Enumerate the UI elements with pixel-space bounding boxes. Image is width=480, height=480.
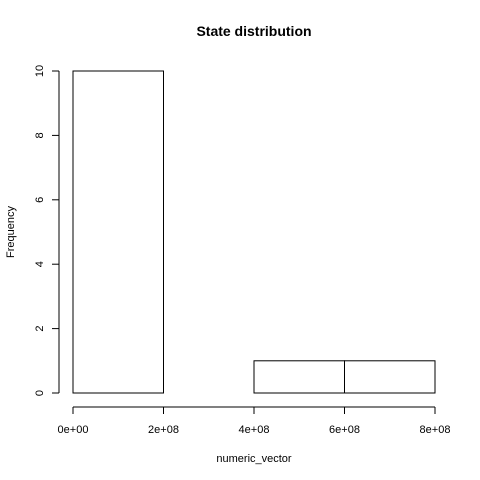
bars-group	[72, 70, 436, 394]
y-axis: 0 2 4 6 8 10	[34, 65, 60, 396]
y-axis-title: Frequency	[5, 206, 17, 258]
x-axis: 0e+00 2e+08 4e+08 6e+08 8e+08	[58, 406, 451, 436]
y-tick-label-4: 8	[34, 132, 46, 138]
chart-title: State distribution	[196, 23, 311, 39]
y-tick-label-1: 2	[34, 326, 46, 332]
y-tick-label-5: 10	[34, 65, 46, 77]
histogram-bar-3	[344, 360, 436, 394]
x-tick-label-2: 4e+08	[239, 424, 270, 436]
y-tick-label-2: 4	[34, 261, 46, 267]
x-tick-label-0: 0e+00	[58, 424, 89, 436]
x-axis-title: numeric_vector	[216, 453, 292, 465]
histogram-bar-0	[72, 70, 164, 394]
x-tick-label-3: 6e+08	[329, 424, 360, 436]
y-tick-label-0: 0	[34, 390, 46, 396]
histogram-bar-2	[253, 360, 345, 394]
y-tick-label-3: 6	[34, 197, 46, 203]
x-tick-label-1: 2e+08	[148, 424, 179, 436]
x-tick-label-4: 8e+08	[420, 424, 451, 436]
